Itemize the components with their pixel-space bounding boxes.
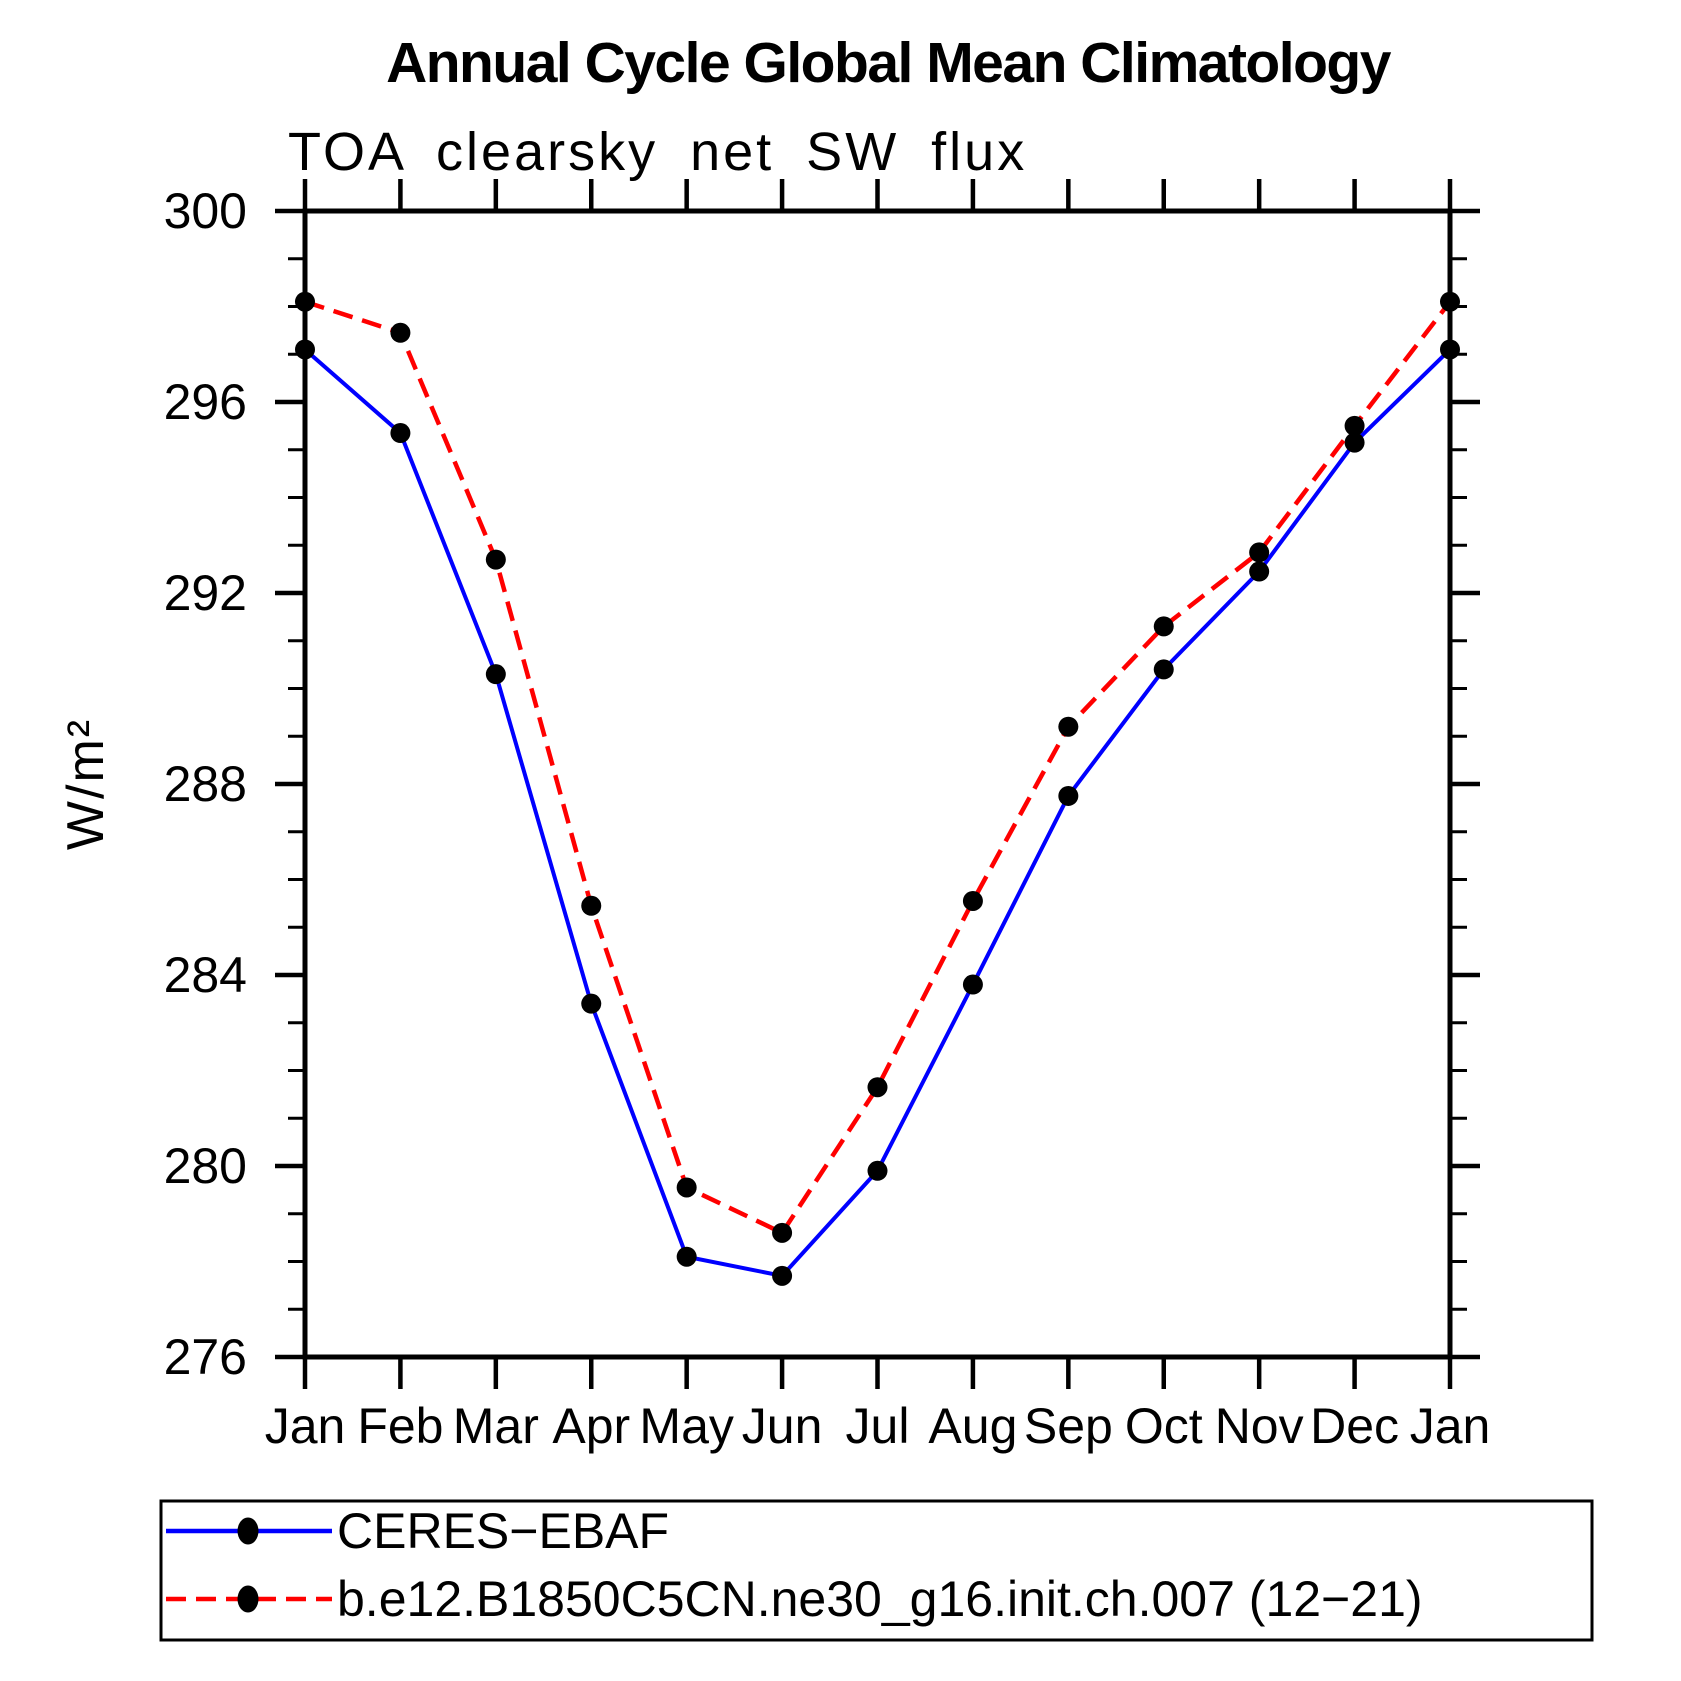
x-tick-label: Aug [928, 1398, 1017, 1454]
data-point-marker [1153, 659, 1174, 680]
data-series [295, 291, 1460, 1286]
x-tick-label: Nov [1215, 1398, 1304, 1454]
y-tick-label: 276 [164, 1329, 247, 1385]
data-point-marker [390, 423, 411, 444]
data-point-marker [1249, 542, 1270, 563]
legend-label: CERES−EBAF [337, 1503, 669, 1559]
x-tick-label: Mar [453, 1398, 539, 1454]
data-point-marker [1440, 291, 1460, 312]
plot-frame [302, 208, 1453, 1360]
y-tick-label: 284 [164, 947, 247, 1003]
data-point-marker [485, 549, 506, 570]
data-point-marker [295, 339, 315, 360]
data-point-marker [485, 664, 506, 685]
x-tick-label: Jun [742, 1398, 823, 1454]
x-tick-label: Jan [265, 1398, 346, 1454]
x-tick-label: Jul [846, 1398, 910, 1454]
legend-marker [237, 1585, 259, 1613]
data-point-marker [390, 322, 411, 343]
data-point-marker [676, 1177, 697, 1198]
y-axis-label: W/m² [57, 718, 115, 850]
data-point-marker [1440, 339, 1460, 360]
data-point-marker [772, 1222, 793, 1243]
data-point-marker [1344, 432, 1365, 453]
data-point-marker [962, 890, 983, 911]
legend-label: b.e12.B1850C5CN.ne30_g16.init.ch.007 (12… [337, 1571, 1423, 1627]
x-tick-label: Sep [1024, 1398, 1113, 1454]
data-point-marker [867, 1160, 888, 1181]
chart-subtitle: TOA clearsky net SW flux [288, 122, 1027, 182]
y-tick-label: 280 [164, 1138, 247, 1194]
data-point-marker [1344, 415, 1365, 436]
y-tick-label: 296 [164, 374, 247, 430]
data-point-marker [581, 993, 602, 1014]
legend-marker [237, 1517, 259, 1545]
x-tick-label: Dec [1310, 1398, 1399, 1454]
y-tick-label: 292 [164, 565, 247, 621]
data-point-marker [295, 291, 315, 312]
x-tick-label: Oct [1125, 1398, 1203, 1454]
data-point-marker [772, 1265, 793, 1286]
legend-frame [159, 1499, 1594, 1642]
data-point-marker [1249, 561, 1270, 582]
x-tick-label: May [639, 1398, 733, 1454]
legend-box: CERES−EBAF b.e12.B1850C5CN.ne30_g16.init.… [159, 1499, 1594, 1642]
y-tick-label: 288 [164, 756, 247, 812]
data-point-marker [1153, 616, 1174, 637]
data-point-marker [867, 1077, 888, 1098]
data-point-marker [581, 895, 602, 916]
y-tick-label: 300 [164, 183, 247, 239]
x-tick-label: Jan [1410, 1398, 1491, 1454]
x-tick-label: Feb [357, 1398, 443, 1454]
data-point-marker [962, 974, 983, 995]
x-tick-label: Apr [552, 1398, 630, 1454]
series-line-0 [303, 347, 1452, 1279]
data-point-marker [1058, 716, 1079, 737]
data-point-marker [1058, 785, 1079, 806]
chart-title: Annual Cycle Global Mean Climatology [386, 31, 1392, 95]
data-point-marker [676, 1246, 697, 1267]
